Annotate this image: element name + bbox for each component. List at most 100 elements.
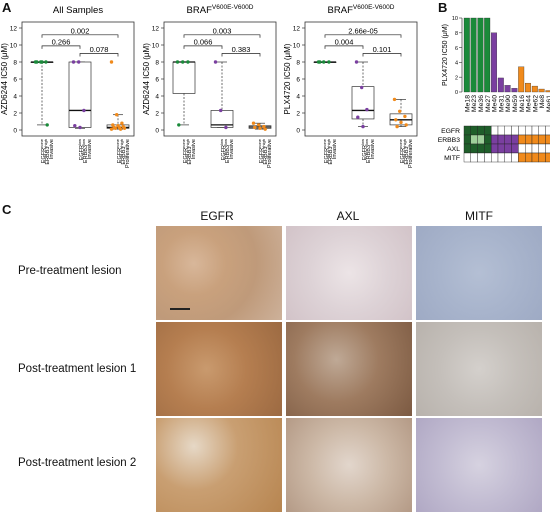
heatmap-cell: [524, 134, 533, 145]
y-tick-label: 8: [455, 31, 458, 37]
ihc-tile-post2-axl: [286, 418, 412, 512]
ihc-tile-pre-axl: [286, 226, 412, 320]
y-tick-label: 6: [13, 77, 17, 84]
bar: [545, 90, 550, 93]
x-group-label: EGFRlowERBB3lowInvasive: [219, 139, 235, 163]
heatmap-cell: [524, 152, 533, 163]
heatmap-cell: [518, 143, 526, 154]
heatmap-row-label: EGFR: [441, 128, 460, 135]
ihc-tile-pre-mitf: [416, 226, 542, 320]
data-point: [392, 97, 397, 102]
heatmap-cell: [491, 134, 499, 145]
data-point: [35, 60, 39, 64]
panel-c-letter: C: [2, 202, 12, 217]
sample-label: Me44: [526, 95, 533, 112]
data-point: [399, 120, 403, 125]
data-point: [263, 127, 267, 131]
data-point: [219, 108, 223, 113]
heatmap-cell: [524, 125, 533, 136]
bar: [525, 82, 531, 93]
p-value-label: 0.266: [52, 37, 71, 46]
data-point: [45, 123, 49, 127]
x-group-label-sup: none: [398, 138, 403, 148]
ihc-tile-post1-mitf: [416, 322, 542, 416]
x-group-label-sup: low: [364, 139, 369, 145]
ihc-tile-post2-mitf: [416, 418, 542, 512]
ihc-tile-post1-egfr: [156, 322, 282, 416]
y-tick-label: 6: [296, 77, 300, 84]
y-axis-label: AZD6244 IC50 (μM): [142, 43, 151, 115]
x-group-label: EGFRnoneERBB3highProliferative: [115, 138, 131, 168]
heatmap-cell: [477, 152, 485, 163]
heatmap-cell: [538, 143, 546, 154]
sample-label: Me62: [532, 95, 539, 112]
panel-a-letter: A: [2, 0, 12, 15]
y-axis-label: PLX4720 IC50 (μM): [283, 43, 292, 114]
heatmap-cell: [511, 143, 519, 154]
y-tick-label: 0: [296, 128, 300, 135]
x-group-label: EGFRnoneERBB3highInvasive: [39, 138, 55, 164]
plot-title-sup: V600E-V600D: [212, 4, 254, 11]
data-point: [71, 60, 76, 64]
data-point: [360, 85, 364, 90]
y-tick-label: 0: [155, 128, 159, 135]
comparison-bracket: [221, 53, 261, 57]
heatmap-cell: [484, 152, 492, 163]
data-point: [251, 121, 256, 125]
heatmap-cell: [504, 134, 512, 145]
x-group-label-phenotype: Invasive: [332, 139, 338, 159]
bar: [538, 88, 545, 93]
heatmap-cell: [477, 134, 485, 145]
data-point: [122, 126, 127, 130]
heatmap-cell: [497, 152, 506, 163]
y-tick-label: 4: [155, 94, 159, 101]
data-point: [115, 113, 119, 117]
y-axis-label: AZD6244 IC50 (μM): [0, 43, 9, 115]
data-point: [118, 127, 123, 131]
sample-label: Me8: [539, 95, 546, 108]
panel-b-barchart-heatmap: PLX4720 IC50 (μM) 0 2 4 6 8 10 Me18 Me23 Me36 Me27…: [438, 16, 550, 163]
heatmap-cell: [538, 125, 546, 136]
x-group-label-sup: high: [185, 139, 190, 147]
sample-label: Me59: [512, 95, 519, 112]
data-point: [44, 60, 48, 64]
x-group-label: EGFRlowERBB3lowInvasive: [77, 139, 93, 163]
heatmap-cell: [470, 125, 478, 136]
data-point: [394, 118, 398, 122]
data-point: [258, 126, 262, 130]
x-group-label-phenotype: Invasive: [229, 139, 235, 159]
x-group-label-part: EGFR: [117, 148, 123, 163]
x-group-label: EGFRnoneERBB3highProliferative: [257, 138, 273, 168]
box: [68, 61, 92, 128]
bar: [504, 85, 511, 93]
heatmap-cell: [511, 152, 519, 163]
x-group-label-sup: high: [261, 139, 266, 147]
x-group-label-part: EGFR: [259, 148, 265, 163]
x-group-label-part: ERBB3: [83, 145, 89, 163]
heatmap-cell: [491, 125, 499, 136]
x-group-label-part: ERBB3: [263, 147, 269, 165]
bar: [491, 32, 497, 93]
data-point: [224, 125, 228, 130]
x-group-label-sup: low: [81, 139, 86, 145]
plot-title: BRAFV600E-V600D: [187, 4, 254, 16]
heatmap-cell: [463, 125, 472, 136]
data-point: [175, 60, 180, 64]
y-tick-label: 4: [13, 94, 17, 101]
ihc-tile-post2-egfr: [156, 418, 282, 512]
data-point: [356, 115, 360, 119]
x-group-label-phenotype: Invasive: [87, 139, 93, 159]
sample-label: Me23: [471, 95, 478, 112]
comparison-bracket: [324, 34, 402, 38]
y-tick-label: 10: [452, 16, 458, 22]
data-point: [120, 121, 124, 125]
heatmap-cell: [531, 152, 540, 163]
x-group-label-sup: high: [119, 139, 124, 147]
plot-title-sup: V600E-V600D: [353, 4, 395, 11]
y-tick-label: 8: [155, 60, 159, 67]
bar: [463, 17, 470, 93]
sample-label: Me36: [478, 95, 485, 112]
bar: [511, 88, 518, 93]
x-group-label-part: EGFR: [221, 145, 227, 160]
data-point: [213, 60, 218, 64]
